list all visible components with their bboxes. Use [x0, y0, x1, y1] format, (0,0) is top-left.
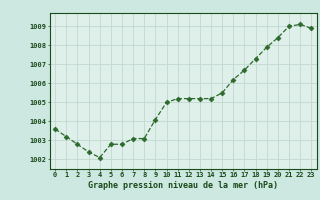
X-axis label: Graphe pression niveau de la mer (hPa): Graphe pression niveau de la mer (hPa) — [88, 181, 278, 190]
